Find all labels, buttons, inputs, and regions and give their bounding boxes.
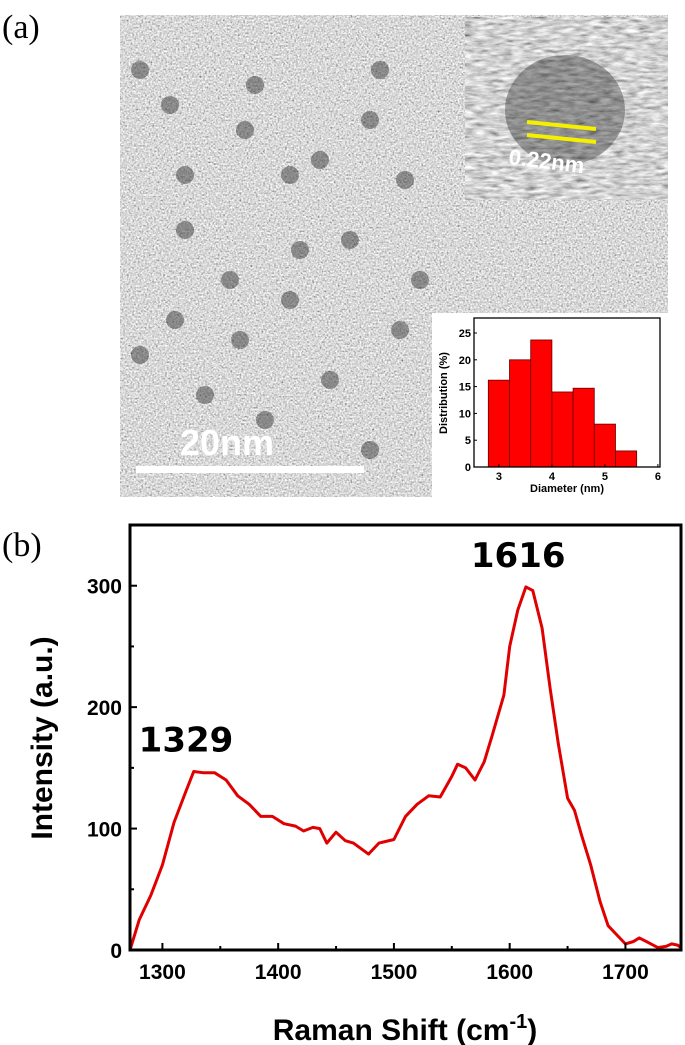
nanoparticle (321, 371, 339, 389)
nanoparticle (361, 111, 379, 129)
histogram-x-tick-label: 5 (602, 471, 608, 483)
histogram-bar (487, 379, 510, 468)
histogram-x-tick-label: 6 (655, 471, 661, 483)
histogram-y-label: Distribution (%) (438, 352, 450, 434)
histogram-bar (615, 450, 638, 468)
raman-y-tick-label: 200 (87, 697, 122, 720)
histogram-y-tick-label: 20 (459, 355, 471, 367)
histogram-inset: 3 4 5 6 0 5 10 15 20 25 Diameter (nm) Distributio… (432, 313, 668, 497)
histogram-bar (551, 391, 574, 468)
histogram-bar (593, 423, 616, 468)
nanoparticle (236, 121, 254, 139)
nanoparticle (281, 291, 299, 309)
panel-b-label: (b) (2, 527, 42, 564)
scale-bar: 20nm (136, 422, 364, 473)
peak-label: 1616 (471, 536, 566, 576)
raman-y-tick-label: 300 (87, 576, 122, 599)
raman-x-tick-label: 1300 (139, 961, 186, 984)
nanoparticle (131, 346, 149, 364)
hrtem-inset: 0.22nm (465, 17, 668, 200)
histogram-y-tick-label: 25 (459, 328, 471, 340)
nanoparticle (281, 166, 299, 184)
panel-a-label: (a) (2, 9, 40, 46)
histogram-y-tick-label: 10 (459, 408, 471, 420)
raman-y-label: Intensity (a.u.) (26, 636, 59, 839)
raman-x-tick-label: 1500 (371, 961, 418, 984)
raman-x-label: Raman Shift (cm-1) (273, 1011, 538, 1045)
histogram-y-tick-label: 5 (465, 435, 471, 447)
histogram-y-tick-label: 15 (459, 382, 471, 394)
nanoparticle (256, 411, 274, 429)
nanoparticle (311, 151, 329, 169)
histogram-bar (509, 359, 532, 468)
raman-x-tick-label: 1400 (255, 961, 302, 984)
nanoparticle (371, 61, 389, 79)
raman-x-tick-label: 1600 (486, 961, 533, 984)
nanoparticle (391, 321, 409, 339)
lattice-line (526, 133, 597, 144)
nanoparticle (231, 331, 249, 349)
nanoparticle (166, 311, 184, 329)
histogram-bar (530, 339, 553, 468)
scale-bar-label: 20nm (180, 422, 274, 463)
raman-series-line (128, 585, 682, 951)
raman-frame (128, 523, 683, 952)
nanoparticle (396, 171, 414, 189)
histogram-y-tick-label: 0 (465, 462, 471, 474)
histogram-frame (473, 317, 661, 468)
nanoparticle (341, 231, 359, 249)
nanoparticle (161, 96, 179, 114)
nanoparticle (221, 271, 239, 289)
nanoparticle (411, 271, 429, 289)
nanoparticle (176, 221, 194, 239)
nanoparticle (196, 386, 214, 404)
histogram-x-tick-label: 3 (496, 471, 502, 483)
nanoparticle (131, 61, 149, 79)
raman-x-tick-label: 1700 (602, 961, 649, 984)
lattice-line (526, 120, 597, 131)
histogram-x-label: Diameter (nm) (530, 483, 604, 495)
nanoparticle (291, 241, 309, 259)
peak-label: 1329 (139, 721, 234, 761)
nanoparticle (361, 441, 379, 459)
nanoparticle (176, 166, 194, 184)
raman-y-tick-label: 100 (87, 819, 122, 842)
raman-y-tick-label: 0 (110, 940, 122, 963)
histogram-bar (572, 387, 595, 468)
nanoparticle (246, 76, 264, 94)
histogram-x-tick-label: 4 (549, 471, 556, 483)
